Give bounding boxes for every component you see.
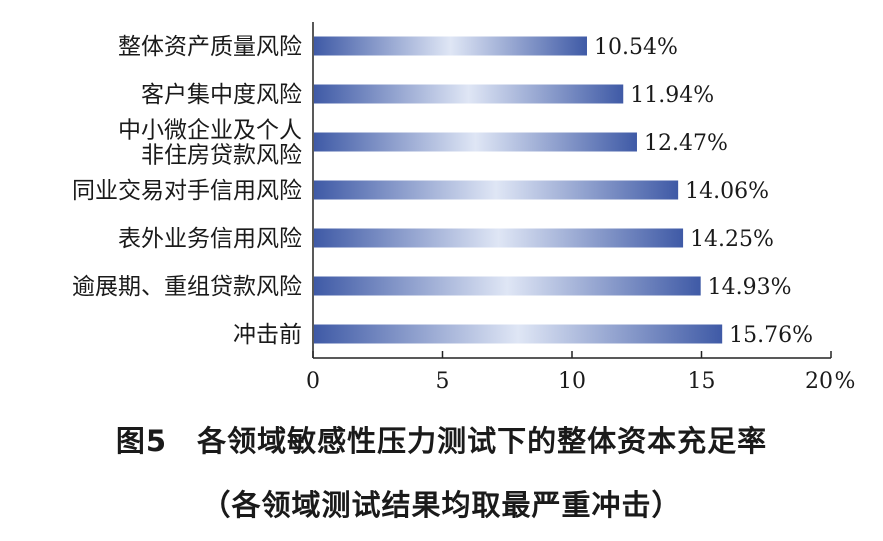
bar-chart: 10.54% 整体资产质量风险 11.94% 客户集中度风险 12.47% 中小微企业及个… xyxy=(72,22,856,394)
category-label: 整体资产质量风险 xyxy=(118,34,302,60)
category-label: 表外业务信用风险 xyxy=(118,226,302,252)
category-label: 逾展期、重组贷款风险 xyxy=(72,274,302,300)
category-label: 中小微企业及个人 xyxy=(118,118,302,144)
bar xyxy=(314,180,679,200)
category-label: 客户集中度风险 xyxy=(141,82,302,108)
bar xyxy=(314,276,701,296)
bar-value-label: 14.93% xyxy=(708,275,792,300)
bar xyxy=(314,132,637,152)
bar xyxy=(314,228,684,248)
bar xyxy=(314,36,587,56)
category-label: 同业交易对手信用风险 xyxy=(72,178,302,204)
bar-value-label: 15.76% xyxy=(729,323,813,348)
bar xyxy=(314,84,624,104)
x-tick-label: 15 xyxy=(688,369,716,394)
category-label: 非住房贷款风险 xyxy=(141,143,302,169)
bar-value-label: 14.25% xyxy=(690,227,774,252)
x-unit-label: % xyxy=(835,369,856,394)
x-tick-label: 20 xyxy=(805,369,833,394)
x-tick-label: 10 xyxy=(558,369,586,394)
bar xyxy=(314,324,723,344)
x-tick-label: 0 xyxy=(306,369,320,394)
figure-subcaption: （各领域测试结果均取最严重冲击） xyxy=(201,488,682,522)
figure-caption: 图5 各领域敏感性压力测试下的整体资本充足率 xyxy=(115,424,768,458)
category-label: 冲击前 xyxy=(233,322,302,348)
bar-value-label: 12.47% xyxy=(644,131,728,156)
x-tick-label: 5 xyxy=(436,369,450,394)
bar-value-label: 11.94% xyxy=(630,83,714,108)
bar-value-label: 14.06% xyxy=(685,179,769,204)
bar-value-label: 10.54% xyxy=(594,35,678,60)
